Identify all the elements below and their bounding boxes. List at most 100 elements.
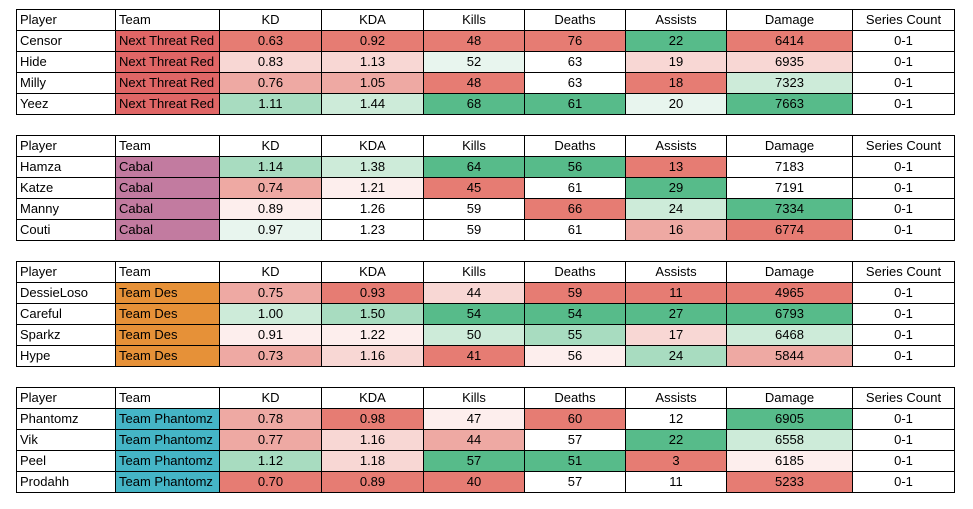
cell-player[interactable]: Prodahh bbox=[16, 471, 116, 493]
cell-deaths[interactable]: 51 bbox=[524, 450, 626, 472]
header-assists[interactable]: Assists bbox=[625, 387, 727, 409]
cell-deaths[interactable]: 63 bbox=[524, 51, 626, 73]
cell-kda[interactable]: 1.21 bbox=[321, 177, 424, 199]
cell-kda[interactable]: 1.16 bbox=[321, 429, 424, 451]
cell-deaths[interactable]: 63 bbox=[524, 72, 626, 94]
header-player[interactable]: Player bbox=[16, 135, 116, 157]
cell-kills[interactable]: 54 bbox=[423, 303, 525, 325]
cell-deaths[interactable]: 56 bbox=[524, 345, 626, 367]
cell-kda[interactable]: 1.18 bbox=[321, 450, 424, 472]
cell-kills[interactable]: 45 bbox=[423, 177, 525, 199]
cell-damage[interactable]: 6774 bbox=[726, 219, 853, 241]
cell-player[interactable]: Phantomz bbox=[16, 408, 116, 430]
cell-deaths[interactable]: 55 bbox=[524, 324, 626, 346]
cell-kda[interactable]: 1.50 bbox=[321, 303, 424, 325]
header-deaths[interactable]: Deaths bbox=[524, 9, 626, 31]
cell-team[interactable]: Team Phantomz bbox=[115, 429, 220, 451]
header-kills[interactable]: Kills bbox=[423, 261, 525, 283]
cell-kda[interactable]: 1.22 bbox=[321, 324, 424, 346]
header-damage[interactable]: Damage bbox=[726, 9, 853, 31]
cell-deaths[interactable]: 76 bbox=[524, 30, 626, 52]
header-kda[interactable]: KDA bbox=[321, 261, 424, 283]
cell-team[interactable]: Team Des bbox=[115, 303, 220, 325]
cell-deaths[interactable]: 57 bbox=[524, 471, 626, 493]
cell-team[interactable]: Team Des bbox=[115, 282, 220, 304]
cell-kd[interactable]: 1.00 bbox=[219, 303, 322, 325]
cell-assists[interactable]: 19 bbox=[625, 51, 727, 73]
cell-assists[interactable]: 16 bbox=[625, 219, 727, 241]
header-deaths[interactable]: Deaths bbox=[524, 135, 626, 157]
cell-kd[interactable]: 0.83 bbox=[219, 51, 322, 73]
cell-damage[interactable]: 5233 bbox=[726, 471, 853, 493]
cell-assists[interactable]: 11 bbox=[625, 471, 727, 493]
cell-kills[interactable]: 64 bbox=[423, 156, 525, 178]
cell-team[interactable]: Next Threat Red bbox=[115, 72, 220, 94]
cell-deaths[interactable]: 54 bbox=[524, 303, 626, 325]
cell-kills[interactable]: 50 bbox=[423, 324, 525, 346]
cell-kd[interactable]: 0.73 bbox=[219, 345, 322, 367]
header-assists[interactable]: Assists bbox=[625, 9, 727, 31]
header-kills[interactable]: Kills bbox=[423, 387, 525, 409]
header-kda[interactable]: KDA bbox=[321, 135, 424, 157]
cell-kills[interactable]: 48 bbox=[423, 30, 525, 52]
cell-deaths[interactable]: 60 bbox=[524, 408, 626, 430]
cell-player[interactable]: Peel bbox=[16, 450, 116, 472]
header-damage[interactable]: Damage bbox=[726, 387, 853, 409]
cell-kda[interactable]: 1.23 bbox=[321, 219, 424, 241]
cell-kda[interactable]: 0.92 bbox=[321, 30, 424, 52]
cell-team[interactable]: Team Des bbox=[115, 324, 220, 346]
header-deaths[interactable]: Deaths bbox=[524, 261, 626, 283]
header-kills[interactable]: Kills bbox=[423, 135, 525, 157]
cell-kd[interactable]: 1.14 bbox=[219, 156, 322, 178]
header-kda[interactable]: KDA bbox=[321, 9, 424, 31]
header-deaths[interactable]: Deaths bbox=[524, 387, 626, 409]
cell-damage[interactable]: 6935 bbox=[726, 51, 853, 73]
cell-damage[interactable]: 6793 bbox=[726, 303, 853, 325]
cell-series[interactable]: 0-1 bbox=[852, 345, 955, 367]
cell-kd[interactable]: 0.63 bbox=[219, 30, 322, 52]
cell-damage[interactable]: 6185 bbox=[726, 450, 853, 472]
header-team[interactable]: Team bbox=[115, 9, 220, 31]
cell-player[interactable]: Katze bbox=[16, 177, 116, 199]
header-team[interactable]: Team bbox=[115, 261, 220, 283]
cell-kd[interactable]: 0.70 bbox=[219, 471, 322, 493]
header-player[interactable]: Player bbox=[16, 387, 116, 409]
cell-deaths[interactable]: 61 bbox=[524, 177, 626, 199]
cell-kda[interactable]: 0.98 bbox=[321, 408, 424, 430]
cell-assists[interactable]: 3 bbox=[625, 450, 727, 472]
cell-deaths[interactable]: 56 bbox=[524, 156, 626, 178]
cell-series[interactable]: 0-1 bbox=[852, 429, 955, 451]
cell-kd[interactable]: 0.97 bbox=[219, 219, 322, 241]
cell-damage[interactable]: 6905 bbox=[726, 408, 853, 430]
cell-assists[interactable]: 12 bbox=[625, 408, 727, 430]
header-damage[interactable]: Damage bbox=[726, 135, 853, 157]
cell-series[interactable]: 0-1 bbox=[852, 177, 955, 199]
cell-player[interactable]: Yeez bbox=[16, 93, 116, 115]
cell-kd[interactable]: 0.75 bbox=[219, 282, 322, 304]
cell-kda[interactable]: 1.26 bbox=[321, 198, 424, 220]
cell-team[interactable]: Team Des bbox=[115, 345, 220, 367]
cell-deaths[interactable]: 57 bbox=[524, 429, 626, 451]
cell-player[interactable]: Couti bbox=[16, 219, 116, 241]
header-player[interactable]: Player bbox=[16, 9, 116, 31]
cell-deaths[interactable]: 59 bbox=[524, 282, 626, 304]
cell-deaths[interactable]: 61 bbox=[524, 219, 626, 241]
cell-assists[interactable]: 22 bbox=[625, 30, 727, 52]
cell-team[interactable]: Team Phantomz bbox=[115, 408, 220, 430]
cell-assists[interactable]: 17 bbox=[625, 324, 727, 346]
header-team[interactable]: Team bbox=[115, 135, 220, 157]
cell-assists[interactable]: 13 bbox=[625, 156, 727, 178]
cell-series[interactable]: 0-1 bbox=[852, 198, 955, 220]
header-kd[interactable]: KD bbox=[219, 387, 322, 409]
cell-damage[interactable]: 4965 bbox=[726, 282, 853, 304]
cell-damage[interactable]: 7183 bbox=[726, 156, 853, 178]
cell-team[interactable]: Cabal bbox=[115, 177, 220, 199]
header-damage[interactable]: Damage bbox=[726, 261, 853, 283]
header-team[interactable]: Team bbox=[115, 387, 220, 409]
cell-series[interactable]: 0-1 bbox=[852, 51, 955, 73]
cell-kda[interactable]: 0.89 bbox=[321, 471, 424, 493]
cell-kills[interactable]: 41 bbox=[423, 345, 525, 367]
cell-series[interactable]: 0-1 bbox=[852, 408, 955, 430]
cell-assists[interactable]: 24 bbox=[625, 345, 727, 367]
cell-kd[interactable]: 0.78 bbox=[219, 408, 322, 430]
